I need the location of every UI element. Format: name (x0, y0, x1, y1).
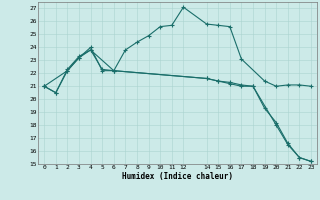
X-axis label: Humidex (Indice chaleur): Humidex (Indice chaleur) (122, 172, 233, 181)
